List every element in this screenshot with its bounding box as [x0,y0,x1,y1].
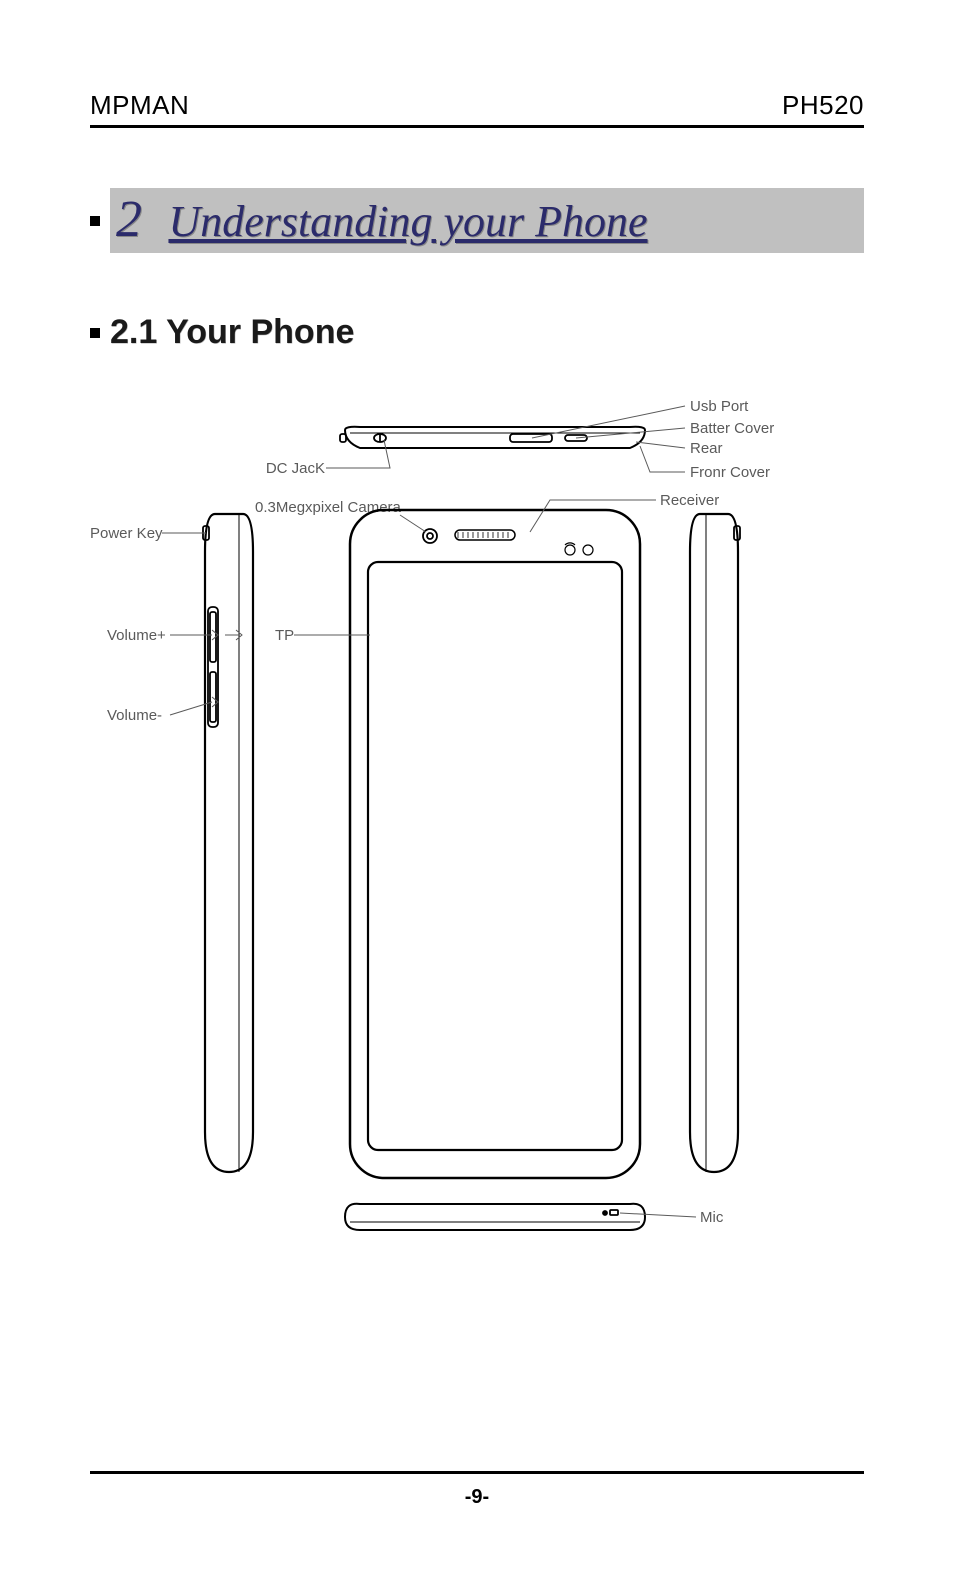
brand-label: MPMAN [90,90,189,121]
phone-svg [60,402,780,1302]
chapter-heading: 2 Understanding your Phone [90,188,864,253]
chapter-title: Understanding your Phone [168,197,647,246]
page-footer: -9- [90,1471,864,1509]
section-heading: 2.1 Your Phone [90,313,864,352]
page-number: -9- [90,1486,864,1509]
section-title: 2.1 Your Phone [110,313,354,352]
chapter-number: 2 [116,191,142,248]
chapter-title-bar: 2 Understanding your Phone [110,188,864,253]
bullet-icon [90,328,100,338]
bullet-icon [90,216,100,226]
phone-diagram: Usb Port Batter Cover Rear Fronr Cover R… [60,402,780,1302]
page-header: MPMAN PH520 [90,90,864,128]
model-label: PH520 [782,90,864,121]
